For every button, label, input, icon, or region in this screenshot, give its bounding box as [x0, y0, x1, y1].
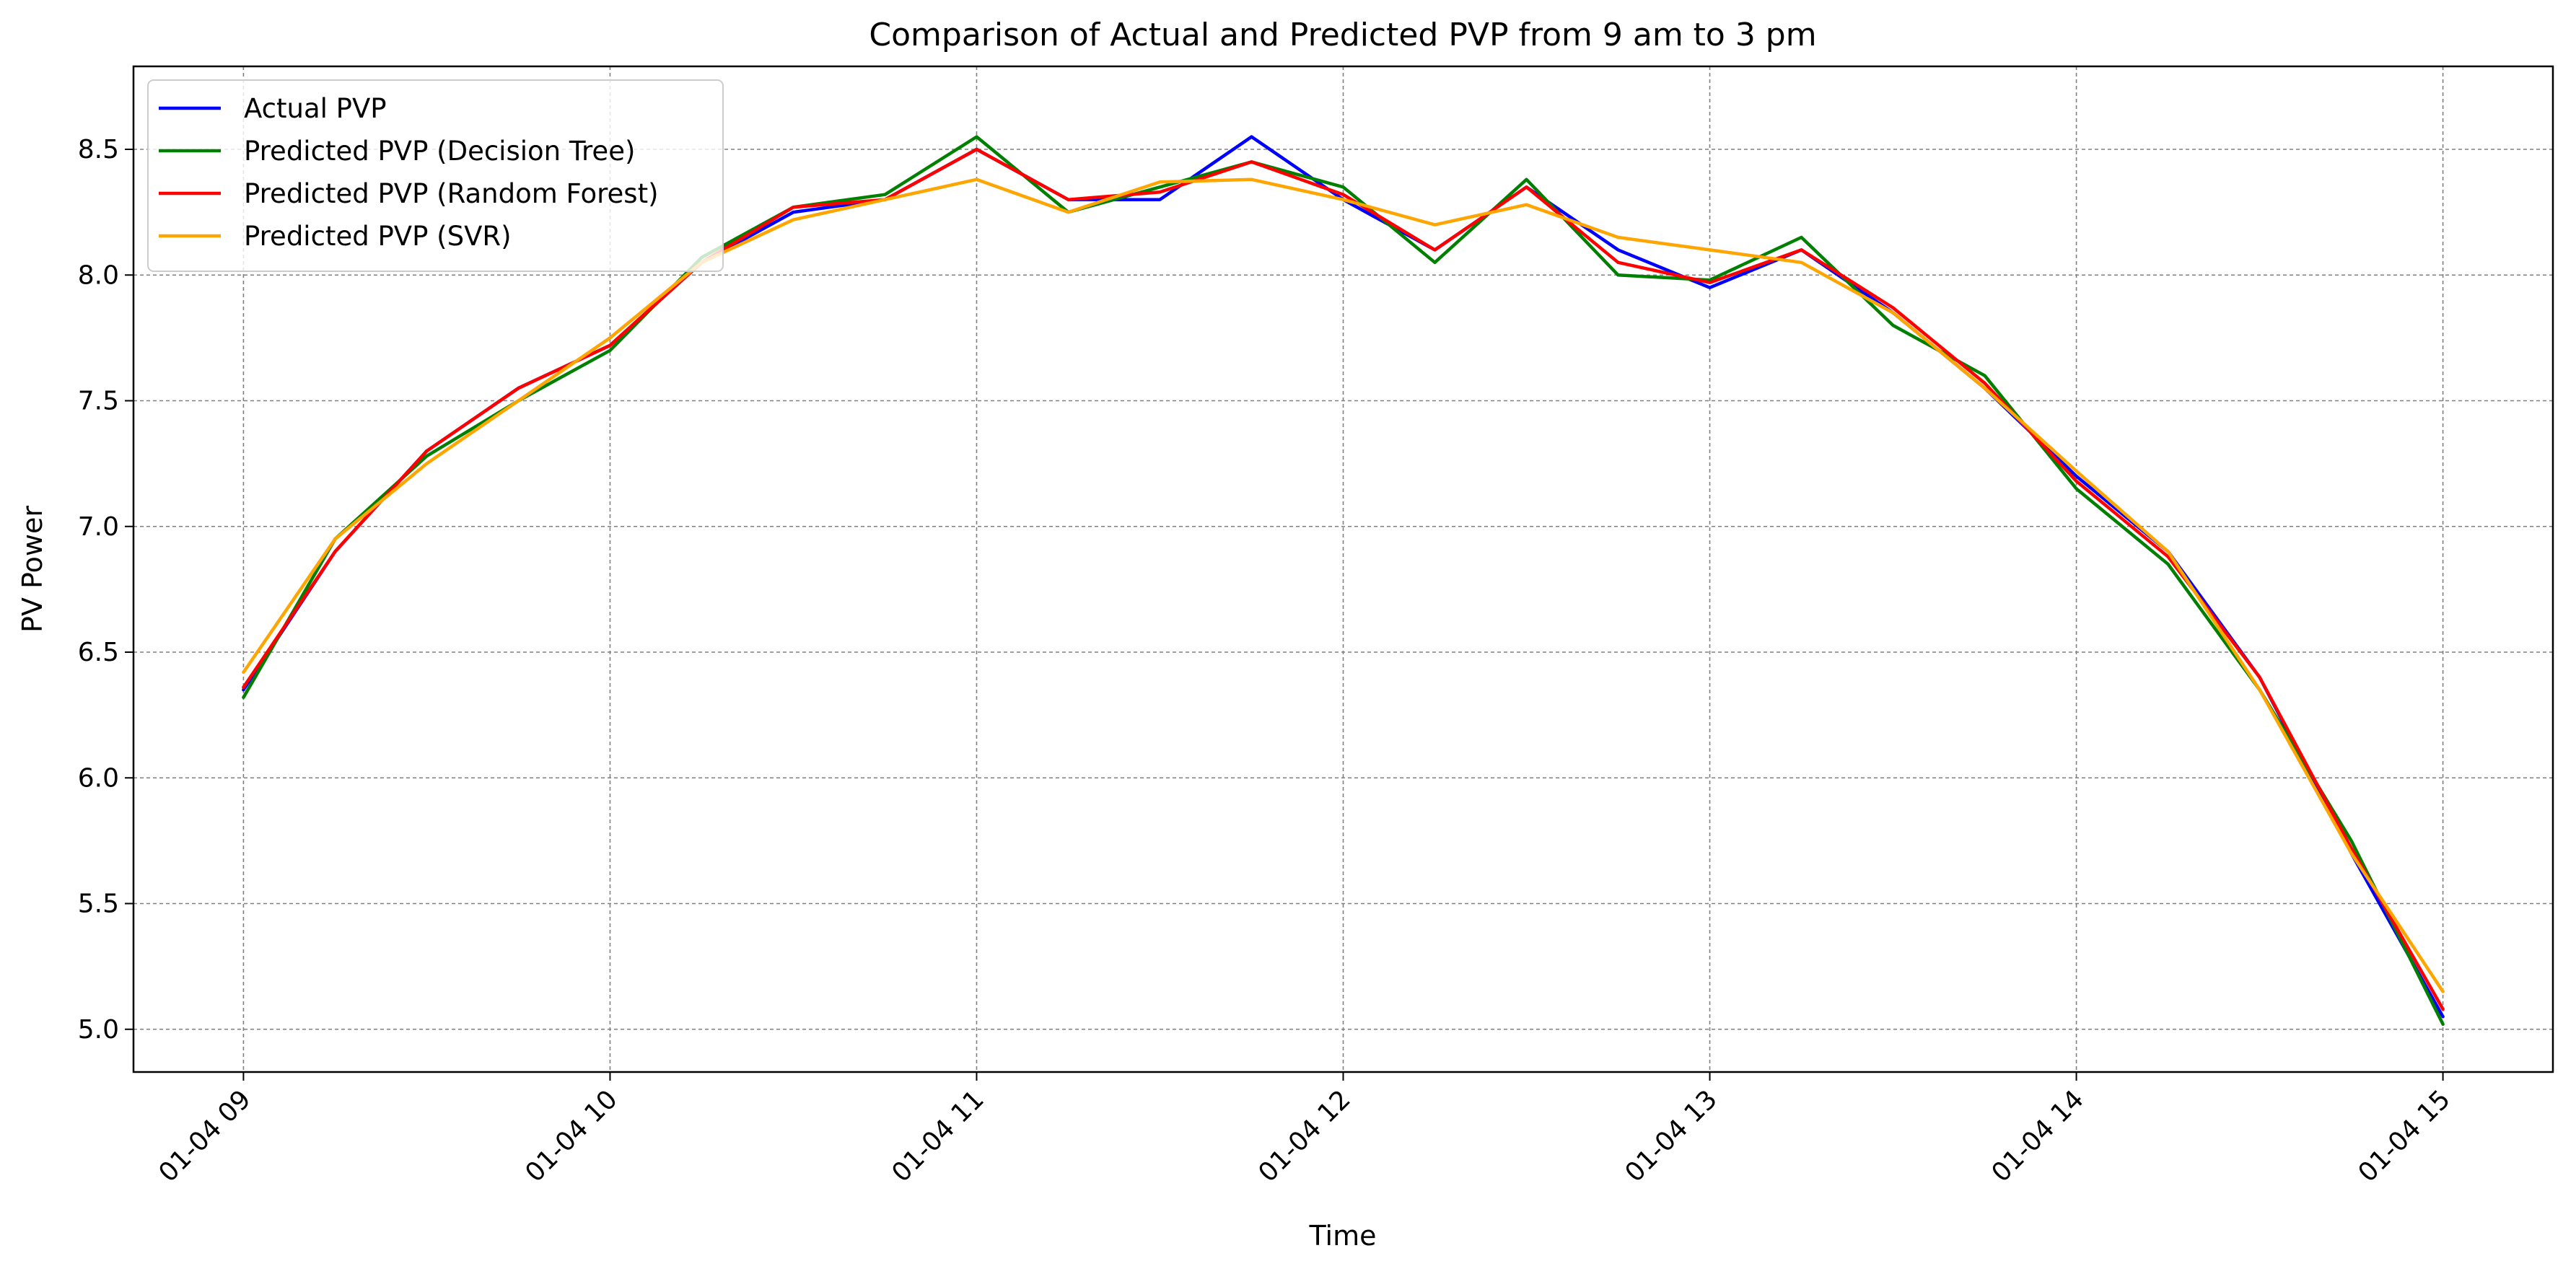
y-tick-label: 7.0 [78, 512, 119, 542]
legend: Actual PVP Predicted PVP (Decision Tree) P… [147, 79, 724, 272]
y-axis-label: PV Power [17, 506, 48, 633]
x-tick-label: 01-04 12 [1253, 1084, 1356, 1187]
x-tick-label: 01-04 09 [153, 1084, 256, 1187]
y-tick-label: 6.0 [78, 763, 119, 793]
y-tick-label: 5.5 [78, 889, 119, 919]
legend-label: Actual PVP [244, 93, 387, 124]
grid [133, 66, 2553, 1072]
legend-label: Predicted PVP (Decision Tree) [244, 136, 635, 167]
series-lines [242, 135, 2445, 1027]
y-tick-label: 7.5 [78, 387, 119, 416]
x-tick-label: 01-04 10 [520, 1084, 623, 1187]
series-line-1 [242, 135, 2445, 1027]
legend-label: Predicted PVP (Random Forest) [244, 178, 659, 209]
chart-title: Comparison of Actual and Predicted PVP f… [869, 17, 1816, 53]
x-axis: 01-04 09 01-04 10 01-04 11 01-04 12 01-04 13… [153, 1072, 2456, 1188]
y-tick-label: 5.0 [78, 1015, 119, 1045]
y-axis: 5.0 5.5 6.0 6.5 7.0 7.5 8.0 8.5 [78, 135, 133, 1045]
y-tick-label: 6.5 [78, 638, 119, 667]
x-tick-label: 01-04 14 [1986, 1084, 2089, 1187]
y-tick-label: 8.0 [78, 260, 119, 290]
x-tick-label: 01-04 15 [2353, 1084, 2456, 1187]
legend-box [147, 79, 724, 272]
legend-label: Predicted PVP (SVR) [244, 221, 512, 252]
y-tick-label: 8.5 [78, 135, 119, 164]
x-tick-label: 01-04 13 [1619, 1084, 1722, 1187]
x-axis-label: Time [1309, 1220, 1377, 1252]
x-tick-label: 01-04 11 [886, 1084, 989, 1187]
series-line-3 [242, 177, 2445, 993]
series-line-2 [242, 147, 2445, 1011]
